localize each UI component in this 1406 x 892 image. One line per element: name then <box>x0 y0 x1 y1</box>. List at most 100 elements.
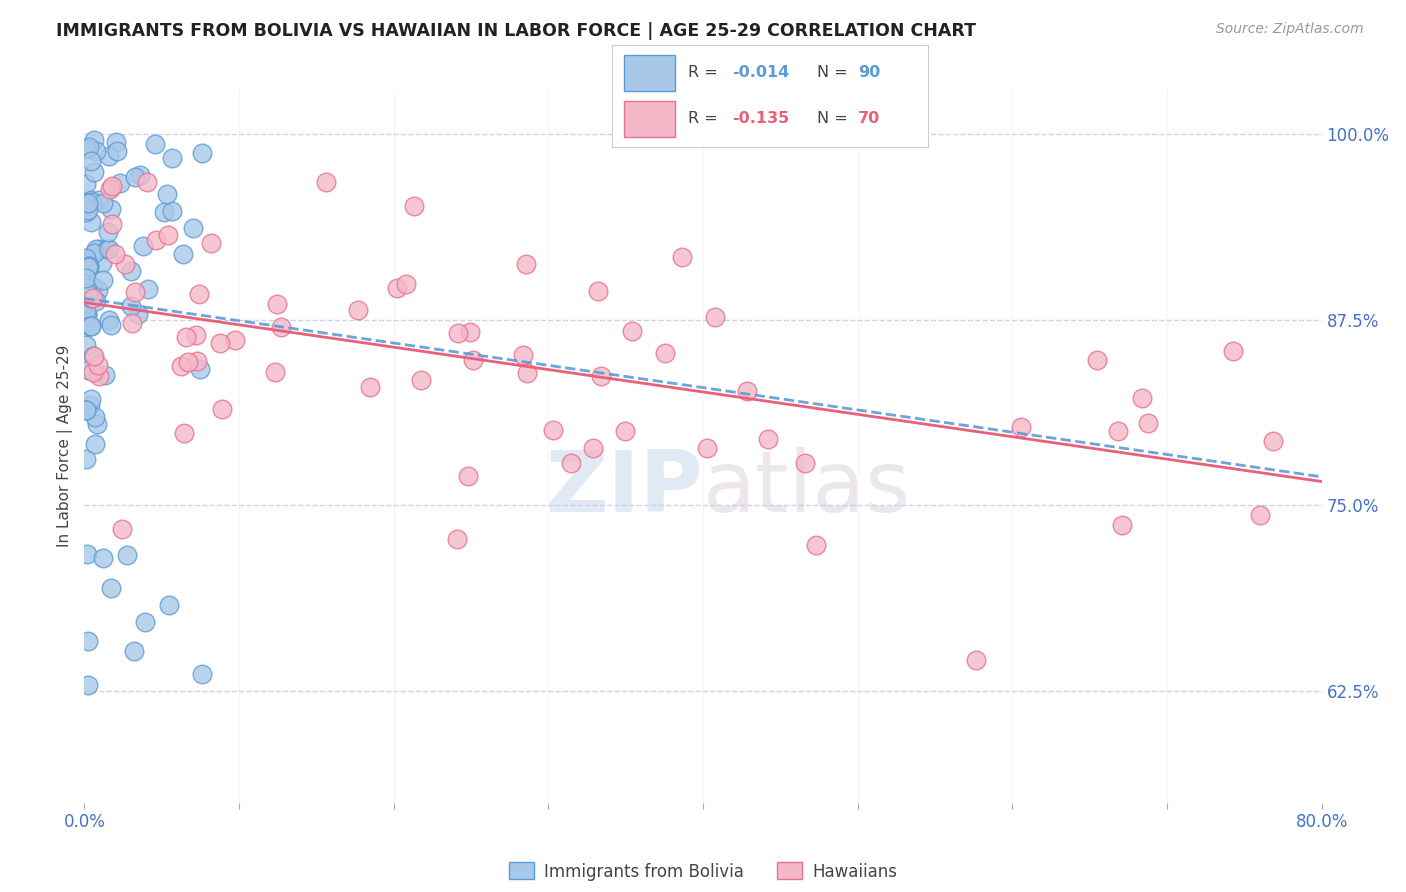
Point <box>385 281 408 295</box>
Point <box>402 198 425 212</box>
Point <box>704 310 727 324</box>
Point <box>620 324 643 338</box>
Point <box>76 307 98 321</box>
Point <box>582 442 605 456</box>
Point <box>87 283 110 297</box>
Point <box>541 423 564 437</box>
Point <box>97 149 120 163</box>
Point <box>458 325 481 339</box>
Point <box>76 281 98 295</box>
Point <box>100 178 122 193</box>
Point <box>224 334 246 348</box>
Point <box>82 365 104 379</box>
Point <box>90 255 112 269</box>
Point <box>97 242 120 256</box>
Point <box>76 260 98 274</box>
Text: Source: ZipAtlas.com: Source: ZipAtlas.com <box>1216 22 1364 37</box>
Point <box>80 194 103 209</box>
Point <box>965 652 987 666</box>
Point <box>75 303 97 318</box>
Point <box>1010 419 1032 434</box>
Point <box>120 299 142 313</box>
Point <box>591 368 613 383</box>
Point <box>75 402 97 417</box>
Point <box>80 154 103 169</box>
Point <box>79 318 101 333</box>
Point <box>756 432 779 446</box>
Point <box>654 346 676 360</box>
Point <box>586 285 609 299</box>
Point <box>89 193 111 207</box>
Point <box>181 221 204 235</box>
Point <box>86 417 108 432</box>
Point <box>1222 344 1244 359</box>
Point <box>132 239 155 253</box>
Bar <box>624 101 675 137</box>
Point <box>83 165 105 179</box>
Point <box>671 250 693 264</box>
Point <box>156 228 179 243</box>
Point <box>77 362 100 376</box>
Point <box>76 547 98 561</box>
Point <box>172 247 194 261</box>
Point <box>191 146 214 161</box>
Point <box>84 242 107 256</box>
Point <box>395 277 418 292</box>
Point <box>263 365 285 379</box>
Point <box>156 186 179 201</box>
Point <box>560 456 582 470</box>
Point <box>1263 434 1285 449</box>
Point <box>83 409 105 424</box>
Point <box>162 204 184 219</box>
Point <box>76 295 98 310</box>
Point <box>75 402 97 417</box>
Point <box>173 425 195 440</box>
Point <box>77 196 100 211</box>
Point <box>83 133 105 147</box>
Point <box>191 667 214 681</box>
Point <box>91 195 114 210</box>
Point <box>463 352 485 367</box>
Point <box>101 217 124 231</box>
Point <box>105 144 128 158</box>
Text: ZIP: ZIP <box>546 447 703 531</box>
Point <box>104 135 127 149</box>
Point <box>270 320 292 334</box>
Point <box>115 548 138 562</box>
Point <box>75 338 97 352</box>
Point <box>76 285 98 300</box>
Point <box>127 307 149 321</box>
Point <box>100 318 122 332</box>
Point <box>82 350 104 364</box>
Y-axis label: In Labor Force | Age 25-29: In Labor Force | Age 25-29 <box>58 345 73 547</box>
Point <box>1130 392 1153 406</box>
Point <box>79 398 101 412</box>
Point <box>75 271 97 285</box>
Point <box>108 176 131 190</box>
Point <box>124 169 146 184</box>
Point <box>84 293 107 308</box>
Point <box>121 316 143 330</box>
Point <box>87 368 110 383</box>
Point <box>77 259 100 273</box>
Point <box>84 436 107 450</box>
Point <box>346 302 368 317</box>
Point <box>124 285 146 299</box>
Text: 70: 70 <box>858 111 880 126</box>
Point <box>96 242 118 256</box>
Point <box>77 319 100 334</box>
Point <box>135 175 157 189</box>
Point <box>359 380 381 394</box>
Point <box>1085 353 1108 368</box>
Point <box>77 287 100 301</box>
Point <box>134 615 156 629</box>
Point <box>79 140 101 154</box>
Point <box>94 368 117 383</box>
Point <box>174 330 197 344</box>
Point <box>614 424 637 438</box>
Point <box>200 235 222 250</box>
Point <box>80 291 103 305</box>
Point <box>186 354 208 368</box>
Point <box>516 366 538 380</box>
Text: -0.135: -0.135 <box>731 111 789 126</box>
